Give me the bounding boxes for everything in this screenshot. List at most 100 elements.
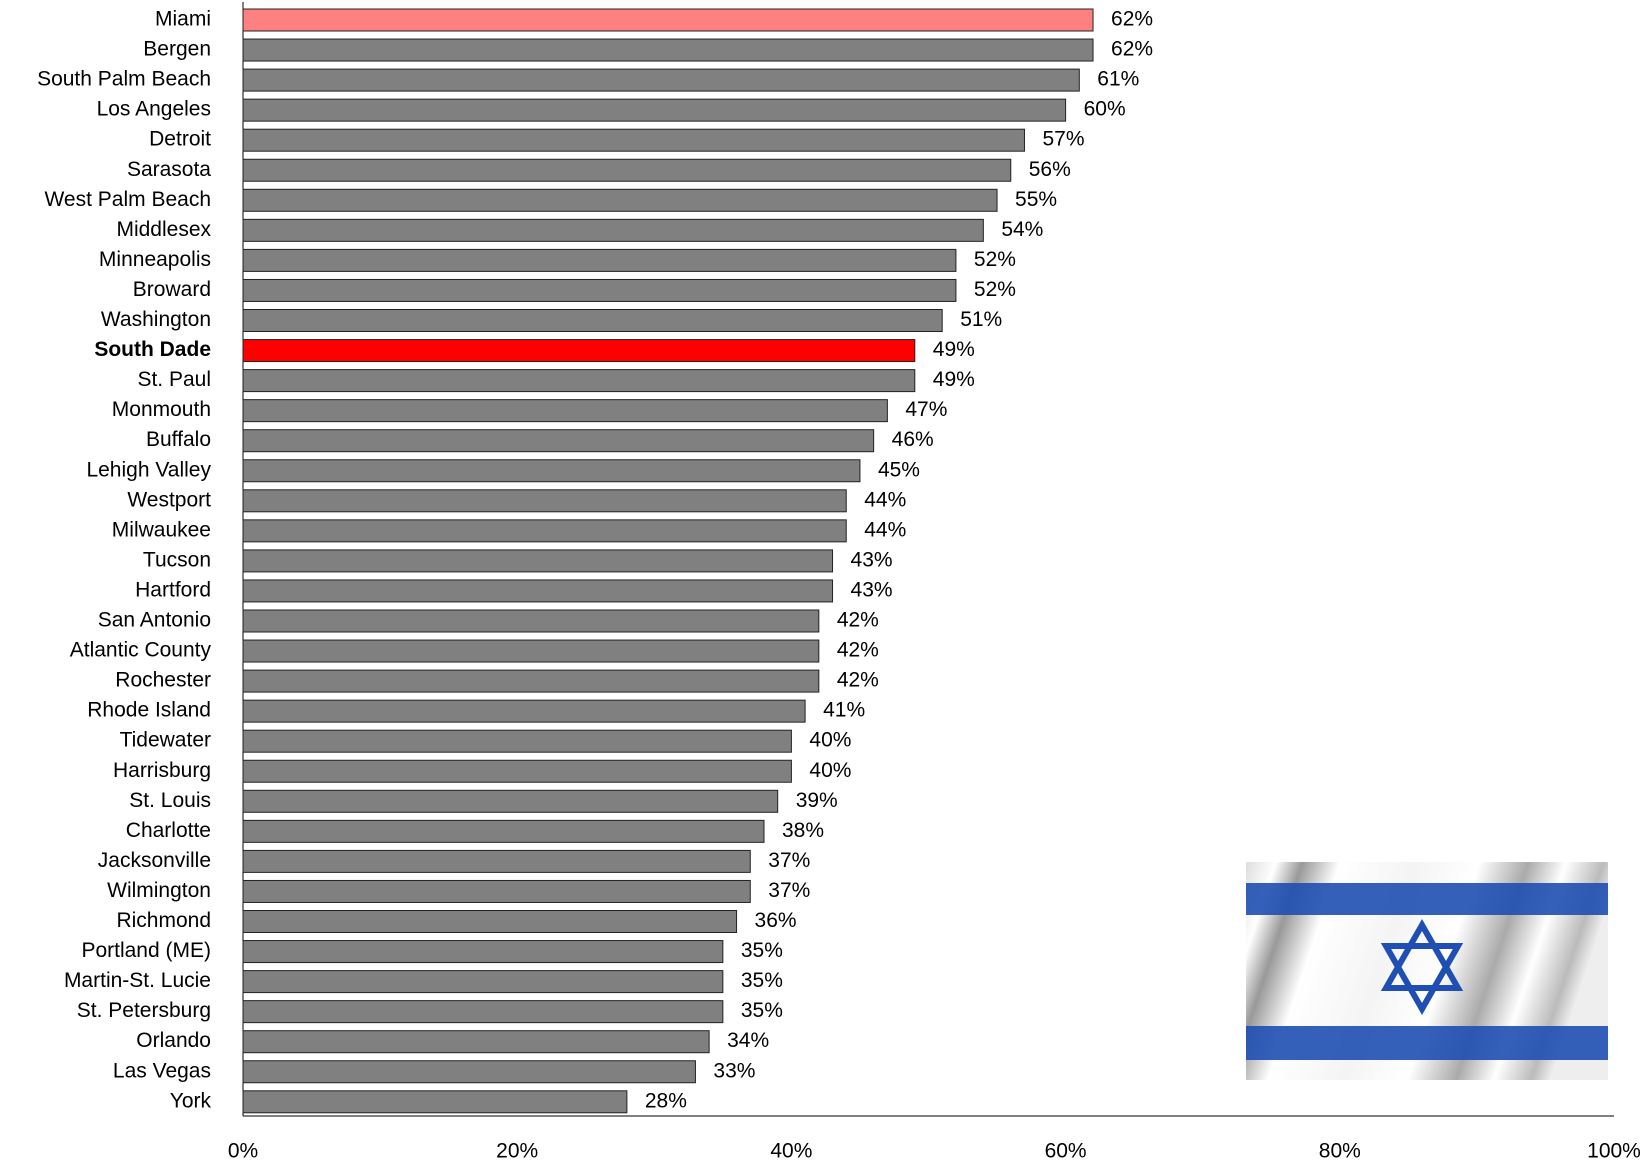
value-label: 33% bbox=[713, 1059, 755, 1082]
value-label: 55% bbox=[1015, 188, 1057, 211]
value-label: 41% bbox=[823, 699, 865, 722]
y-tick-label: Bergen bbox=[143, 38, 211, 61]
y-tick-label: Wilmington bbox=[107, 879, 211, 902]
bar bbox=[242, 1090, 628, 1114]
bar bbox=[242, 369, 916, 393]
x-tick-label: 80% bbox=[1319, 1140, 1361, 1163]
value-label: 62% bbox=[1111, 8, 1153, 31]
bar bbox=[242, 519, 847, 543]
x-tick-label: 20% bbox=[496, 1140, 538, 1163]
y-tick-label: Richmond bbox=[116, 909, 211, 932]
bar bbox=[242, 309, 943, 332]
value-label: 39% bbox=[796, 789, 838, 812]
value-label: 52% bbox=[974, 248, 1016, 271]
value-label: 47% bbox=[905, 398, 947, 421]
bar bbox=[242, 849, 751, 873]
y-tick-label: Tucson bbox=[143, 548, 211, 571]
bar bbox=[242, 819, 765, 843]
bar bbox=[242, 1000, 724, 1024]
value-label: 40% bbox=[809, 759, 851, 782]
y-tick-label: South Dade bbox=[94, 338, 211, 361]
value-label: 42% bbox=[837, 639, 879, 662]
y-tick-label: Buffalo bbox=[146, 428, 211, 451]
y-tick-label: St. Petersburg bbox=[77, 999, 211, 1022]
bar bbox=[242, 879, 751, 903]
y-tick-label: Miami bbox=[155, 8, 211, 31]
bar bbox=[242, 940, 724, 964]
y-tick-label: Detroit bbox=[149, 128, 211, 151]
y-tick-label: Rhode Island bbox=[87, 699, 211, 722]
value-label: 51% bbox=[960, 308, 1002, 331]
value-label: 43% bbox=[851, 548, 893, 571]
x-tick-label: 100% bbox=[1587, 1140, 1641, 1163]
value-label: 34% bbox=[727, 1029, 769, 1052]
y-tick-label: Portland (ME) bbox=[81, 939, 211, 962]
y-tick-label: Rochester bbox=[115, 669, 211, 692]
y-tick-label: Charlotte bbox=[126, 819, 211, 842]
bar bbox=[242, 970, 724, 994]
y-tick-label: Middlesex bbox=[116, 218, 211, 241]
bar bbox=[242, 669, 820, 693]
value-label: 43% bbox=[851, 578, 893, 601]
y-tick-label: Milwaukee bbox=[112, 518, 211, 541]
value-label: 61% bbox=[1097, 68, 1139, 91]
value-label: 35% bbox=[741, 999, 783, 1022]
y-tick-label: St. Louis bbox=[129, 789, 211, 812]
bar bbox=[242, 68, 1080, 92]
bar bbox=[242, 579, 834, 603]
bar bbox=[242, 1060, 696, 1084]
y-tick-label: Westport bbox=[127, 488, 211, 511]
y-tick-label: St. Paul bbox=[137, 368, 211, 391]
bar bbox=[242, 910, 738, 933]
value-label: 40% bbox=[809, 729, 851, 752]
value-label: 35% bbox=[741, 939, 783, 962]
bar bbox=[242, 699, 806, 723]
value-label: 38% bbox=[782, 819, 824, 842]
bar bbox=[242, 158, 1012, 182]
value-label: 57% bbox=[1042, 128, 1084, 151]
x-tick-label: 40% bbox=[770, 1140, 812, 1163]
bar bbox=[242, 639, 820, 663]
y-tick-label: West Palm Beach bbox=[44, 188, 211, 211]
value-label: 35% bbox=[741, 969, 783, 992]
value-label: 44% bbox=[864, 488, 906, 511]
value-label: 54% bbox=[1001, 218, 1043, 241]
bar bbox=[242, 399, 888, 423]
value-label: 37% bbox=[768, 849, 810, 872]
value-label: 49% bbox=[933, 368, 975, 391]
value-label: 60% bbox=[1084, 98, 1126, 121]
bar bbox=[242, 609, 820, 633]
bar bbox=[242, 459, 861, 483]
bar bbox=[242, 188, 998, 212]
bar bbox=[242, 278, 957, 302]
y-tick-label: Martin-St. Lucie bbox=[64, 969, 211, 992]
y-tick-label: Monmouth bbox=[112, 398, 211, 421]
y-tick-label: Washington bbox=[101, 308, 211, 331]
y-tick-label: Hartford bbox=[135, 578, 211, 601]
bar bbox=[242, 98, 1067, 122]
bar bbox=[242, 8, 1094, 32]
bar bbox=[242, 38, 1094, 62]
value-label: 44% bbox=[864, 518, 906, 541]
y-tick-label: Orlando bbox=[136, 1029, 211, 1052]
value-label: 45% bbox=[878, 458, 920, 481]
bar bbox=[242, 248, 957, 272]
bar bbox=[242, 549, 834, 573]
value-label: 42% bbox=[837, 669, 879, 692]
value-label: 56% bbox=[1029, 158, 1071, 181]
y-tick-label: South Palm Beach bbox=[37, 68, 211, 91]
x-tick-label: 0% bbox=[228, 1140, 258, 1163]
value-label: 46% bbox=[892, 428, 934, 451]
y-tick-label: Los Angeles bbox=[97, 98, 211, 121]
y-tick-label: San Antonio bbox=[98, 609, 211, 632]
value-label: 37% bbox=[768, 879, 810, 902]
bar bbox=[242, 729, 792, 753]
value-label: 52% bbox=[974, 278, 1016, 301]
bar bbox=[242, 429, 875, 453]
value-label: 42% bbox=[837, 609, 879, 632]
value-label: 36% bbox=[755, 909, 797, 932]
y-tick-label: York bbox=[170, 1089, 212, 1112]
y-tick-label: Minneapolis bbox=[99, 248, 211, 271]
y-tick-label: Broward bbox=[133, 278, 211, 301]
